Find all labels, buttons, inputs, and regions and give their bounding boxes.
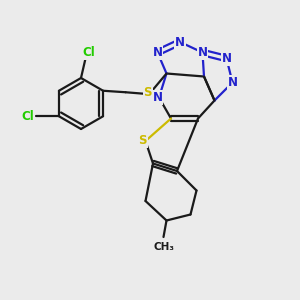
Text: N: N [152,46,163,59]
Text: S: S [138,134,147,148]
Text: CH₃: CH₃ [153,242,174,252]
Text: N: N [175,35,185,49]
Text: N: N [197,46,208,59]
Text: N: N [227,76,238,89]
Text: N: N [221,52,232,65]
Text: S: S [143,86,152,99]
Text: Cl: Cl [82,46,95,59]
Text: Cl: Cl [21,110,34,123]
Text: N: N [152,91,163,104]
